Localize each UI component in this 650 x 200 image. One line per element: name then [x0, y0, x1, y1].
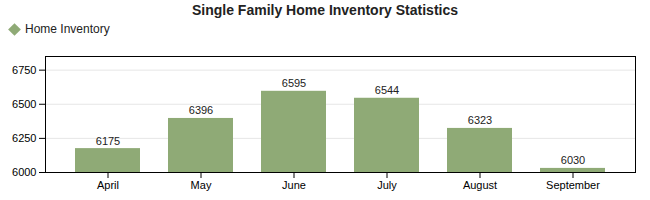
svg-text:April: April: [97, 179, 119, 191]
svg-text:6750: 6750: [12, 64, 36, 76]
svg-text:July: July: [377, 179, 397, 191]
html-text:Home Inventory: Home Inventory: [25, 22, 110, 36]
svg-text:6396: 6396: [189, 104, 213, 116]
svg-text:6500: 6500: [12, 98, 36, 110]
svg-text:6595: 6595: [282, 77, 306, 89]
svg-text:August: August: [463, 179, 497, 191]
html-text:Single Family Home Inventory S: Single Family Home Inventory Statistics: [192, 2, 458, 18]
svg-text:6323: 6323: [468, 114, 492, 126]
svg-text:6030: 6030: [561, 154, 585, 166]
svg-text:6250: 6250: [12, 132, 36, 144]
svg-text:May: May: [191, 179, 212, 191]
svg-text:6544: 6544: [375, 84, 399, 96]
svg-text:6175: 6175: [96, 135, 120, 147]
svg-text:6000: 6000: [12, 166, 36, 178]
svg-text:September: September: [546, 179, 600, 191]
svg-text:June: June: [282, 179, 306, 191]
